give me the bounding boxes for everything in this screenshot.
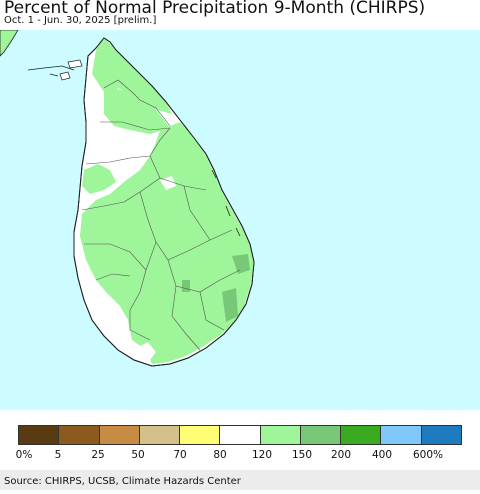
india-coast — [0, 30, 19, 57]
map-subtitle: Oct. 1 - Jun. 30, 2025 [prelim.] — [4, 15, 157, 26]
adams-bridge — [27, 65, 75, 77]
district-boundaries — [81, 79, 241, 351]
east-coast-lagoons — [211, 169, 241, 237]
legend-color-bar — [18, 425, 462, 445]
legend-swatch — [220, 426, 261, 444]
legend-tick-label: 5 — [54, 449, 62, 461]
legend-tick-label: 70 — [173, 449, 187, 461]
legend-swatch — [180, 426, 221, 444]
wet-region-120-150 — [80, 38, 254, 364]
legend-tick-label: 80 — [213, 449, 227, 461]
map-title: Percent of Normal Precipitation 9-Month … — [4, 0, 426, 18]
legend-swatch — [59, 426, 100, 444]
legend-tick-label: 600% — [412, 449, 444, 461]
legend-swatch — [421, 426, 461, 444]
wet-region-150-200 — [182, 254, 250, 322]
legend-labels: 0% 5 25 50 70 80 120 150 200 400 600% — [0, 449, 480, 463]
legend-tick-label: 25 — [91, 449, 105, 461]
ocean — [0, 30, 480, 410]
jaffna-islands — [59, 59, 83, 81]
legend-tick-label: 50 — [131, 449, 145, 461]
legend-swatch — [341, 426, 382, 444]
normal-region-80-120 — [88, 126, 176, 360]
legend-swatch — [99, 426, 140, 444]
coastline — [73, 37, 255, 367]
legend-swatch — [139, 426, 181, 444]
legend-tick-label: 400 — [371, 449, 393, 461]
legend-swatch — [300, 426, 342, 444]
legend-swatch — [381, 426, 422, 444]
legend-swatch — [19, 426, 60, 444]
legend-tick-label: 120 — [251, 449, 273, 461]
legend-tick-label: 200 — [330, 449, 352, 461]
source-credit: Source: CHIRPS, UCSB, Climate Hazards Ce… — [0, 470, 480, 490]
legend-swatch — [260, 426, 301, 444]
legend-tick-label: 150 — [291, 449, 313, 461]
legend-tick-label: 0% — [15, 449, 33, 461]
precipitation-map — [0, 30, 480, 410]
